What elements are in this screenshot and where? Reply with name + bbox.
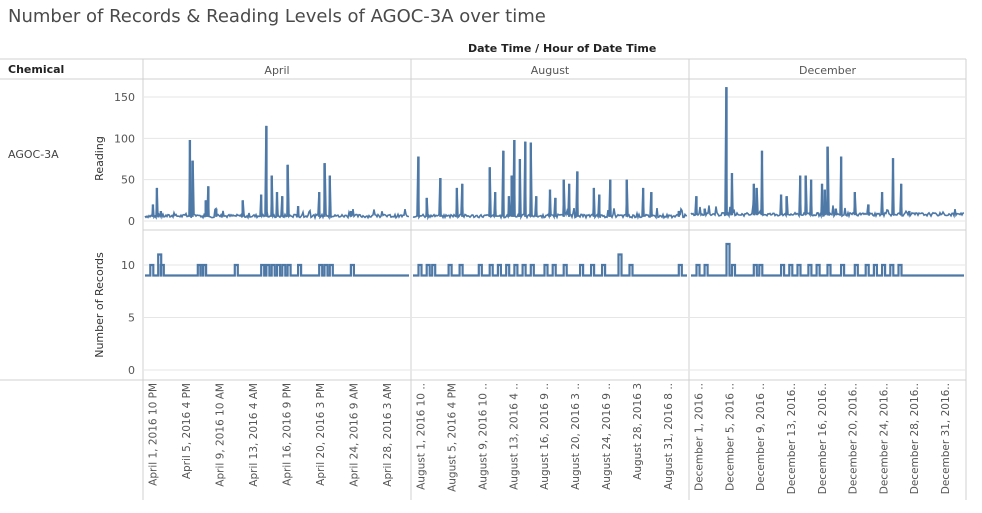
chart-title: Number of Records & Reading Levels of AG… xyxy=(8,6,546,27)
x-tick-label: April 5, 2016 4 PM xyxy=(181,383,193,479)
month-header-august: August xyxy=(531,64,570,77)
y-tick-reading: 150 xyxy=(114,91,135,104)
x-tick-label: April 16, 2016 9 PM xyxy=(282,383,294,486)
x-tick-label: December 31, 2016.. xyxy=(940,383,952,494)
x-tick-label: December 9, 2016 .. xyxy=(755,383,767,491)
row-label-chemical: AGOC-3A xyxy=(8,148,59,161)
y-axis-label-reading: Reading xyxy=(93,136,106,181)
x-tick-label: August 24, 2016 9 .. xyxy=(601,383,613,490)
records-series-august xyxy=(413,253,687,277)
month-header-december: December xyxy=(799,64,857,77)
x-tick-label: August 28, 2016 3 xyxy=(632,383,644,480)
records-series-december xyxy=(691,242,964,277)
records-series-april xyxy=(145,253,409,277)
x-tick-label: April 20, 2016 3 PM xyxy=(315,383,327,486)
x-tick-label: December 13, 2016.. xyxy=(786,383,798,494)
x-tick-label: December 24, 2016.. xyxy=(878,383,890,494)
x-tick-label: December 16, 2016.. xyxy=(817,383,829,494)
column-header-field: Date Time xyxy=(468,42,532,55)
y-tick-records: 5 xyxy=(128,312,135,325)
y-tick-records: 10 xyxy=(121,259,135,272)
x-tick-label: December 1, 2016 .. xyxy=(694,383,706,491)
x-tick-label: August 13, 2016 4 .. xyxy=(508,383,520,490)
x-tick-label: August 9, 2016 10 .. xyxy=(477,383,489,490)
x-tick-label: August 1, 2016 10 .. xyxy=(416,383,428,490)
month-header-april: April xyxy=(264,64,289,77)
x-tick-label: April 13, 2016 4 AM xyxy=(248,383,260,487)
x-tick-label: August 16, 2016 9 .. xyxy=(539,383,551,490)
x-tick-label: April 1, 2016 10 PM xyxy=(148,383,160,486)
x-tick-label: April 28, 2016 3 AM xyxy=(382,383,394,487)
column-header-subfield: Hour of Date Time xyxy=(543,42,657,55)
column-header: Date Time / Hour of Date Time xyxy=(468,42,656,55)
x-tick-label: December 20, 2016.. xyxy=(848,383,860,494)
y-tick-records: 0 xyxy=(128,364,135,377)
column-header-separator: / xyxy=(535,42,540,55)
row-header-chemical: Chemical xyxy=(8,63,65,76)
x-tick-label: August 20, 2016 3 .. xyxy=(570,383,582,490)
y-tick-reading: 100 xyxy=(114,132,135,145)
x-tick-label: August 31, 2016 8 .. xyxy=(663,383,675,490)
x-tick-label: April 24, 2016 9 AM xyxy=(349,383,361,487)
y-tick-reading: 0 xyxy=(128,215,135,228)
x-tick-label: December 28, 2016.. xyxy=(909,383,921,494)
y-tick-reading: 50 xyxy=(121,174,135,187)
x-tick-label: April 9, 2016 10 AM xyxy=(215,383,227,487)
y-axis-label-records: Number of Records xyxy=(93,252,106,358)
x-tick-label: August 5, 2016 4 PM xyxy=(447,383,459,492)
x-tick-label: December 5, 2016 .. xyxy=(724,383,736,491)
